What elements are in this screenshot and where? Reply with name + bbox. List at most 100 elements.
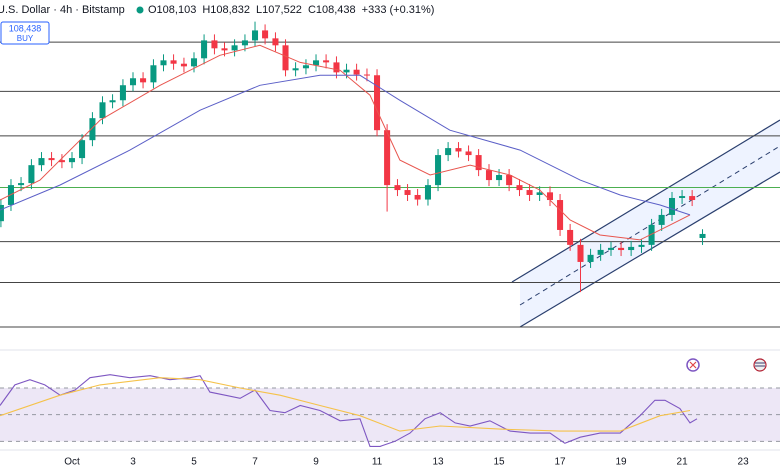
ohlc-change: +333 (+0.31%)	[362, 4, 435, 16]
candle-body	[597, 249, 604, 255]
candle-body	[221, 48, 228, 51]
candle-body	[0, 204, 4, 222]
x-tick-label: 17	[555, 457, 567, 468]
moving-average	[0, 74, 691, 216]
ohlc-low: L107,522	[256, 4, 302, 16]
x-tick-label: Oct	[64, 457, 80, 468]
x-tick-label: 11	[372, 457, 383, 468]
candle-body	[618, 247, 625, 251]
candle-body	[516, 185, 523, 191]
buy-label[interactable]: BUY	[17, 34, 34, 43]
candle-body	[323, 60, 330, 63]
candle-body	[343, 69, 350, 73]
candle-body	[557, 200, 564, 230]
moving-average	[0, 44, 691, 241]
x-tick-label: 23	[738, 457, 750, 468]
candle-body	[496, 175, 503, 181]
candle-body	[38, 158, 45, 166]
candle-body	[577, 244, 584, 262]
candle-body	[638, 244, 645, 247]
candle-body	[475, 155, 482, 171]
candle-body	[28, 165, 35, 184]
candle-body	[272, 38, 279, 46]
channel-mid	[519, 145, 780, 306]
candle-body	[48, 158, 55, 161]
candle-body	[302, 65, 309, 69]
candle-body	[384, 130, 391, 186]
candle-body	[668, 197, 676, 215]
candle-body	[58, 160, 65, 163]
candle-body	[536, 192, 543, 195]
candle-body	[506, 175, 513, 186]
rsi-line	[0, 374, 698, 447]
x-tick-label: 15	[493, 457, 505, 468]
candle-body	[262, 30, 269, 39]
channel-lower	[519, 171, 780, 328]
x-tick-label: 7	[252, 457, 258, 468]
candle-body	[18, 183, 25, 186]
candle-body	[455, 148, 462, 152]
candle-body	[679, 196, 686, 198]
ohlc-close: C108,438	[308, 4, 356, 16]
candle-body	[363, 74, 370, 76]
rsi-line	[0, 377, 691, 432]
candle-body	[546, 192, 554, 201]
channel-fill	[520, 120, 780, 327]
candle-body	[333, 62, 340, 73]
candle-body	[414, 194, 421, 200]
x-tick-label: 3	[130, 457, 136, 468]
event-icon-mark	[689, 361, 697, 369]
buy-button[interactable]	[0, 21, 50, 45]
buy-price[interactable]: 108,438	[9, 23, 42, 33]
candle-body	[374, 75, 381, 131]
candle-body	[150, 65, 157, 83]
candle-body	[465, 151, 472, 156]
candle-body	[140, 78, 147, 83]
candle-body	[211, 40, 218, 49]
flag-icon-mark	[755, 362, 765, 367]
candle-body	[201, 40, 208, 59]
flag-icon[interactable]	[753, 358, 767, 372]
candle-body	[79, 140, 86, 159]
candle-body	[485, 170, 493, 181]
candle-body	[160, 60, 167, 66]
candle-body	[658, 214, 665, 225]
symbol-title: U.S. Dollar · 4h · Bitstamp	[0, 4, 125, 16]
candle-body	[180, 63, 187, 67]
candle-body	[89, 118, 96, 141]
candle-body	[689, 196, 696, 201]
plot: Oct 3 5 7 9 11 13 15 17 19 21 23	[0, 21, 780, 468]
x-tick-label: 9	[313, 457, 319, 468]
candle-body	[699, 233, 706, 238]
candle-body	[282, 45, 289, 71]
x-tick-label: 5	[191, 457, 197, 468]
candle-body	[394, 185, 401, 191]
candle-body	[648, 224, 655, 245]
candle-body	[313, 60, 320, 66]
candle-body	[292, 68, 299, 71]
candle-body	[526, 190, 533, 195]
header: U.S. Dollar · 4h · Bitstamp O108,103 H10…	[0, 0, 435, 45]
x-tick-label: 13	[432, 457, 444, 468]
candle-body	[251, 30, 259, 41]
candle-body	[435, 155, 442, 186]
ohlc-high: H108,832	[202, 4, 250, 16]
candle-body	[424, 185, 431, 200]
candle-body	[99, 102, 106, 119]
ohlc-open: O108,103	[148, 4, 196, 16]
candle-body	[445, 148, 452, 156]
candle-body	[129, 78, 137, 86]
candle-body	[231, 45, 238, 51]
candle-body	[190, 58, 198, 67]
candle-body	[353, 69, 360, 75]
candle-body	[109, 100, 116, 103]
x-tick-label: 21	[677, 457, 689, 468]
header-bg	[0, 0, 380, 20]
candle-body	[404, 190, 411, 195]
status-dot	[136, 6, 144, 14]
candle-body	[587, 254, 594, 262]
candle-body	[567, 229, 574, 245]
candle-body	[241, 40, 248, 46]
indicator-icons	[686, 358, 767, 372]
